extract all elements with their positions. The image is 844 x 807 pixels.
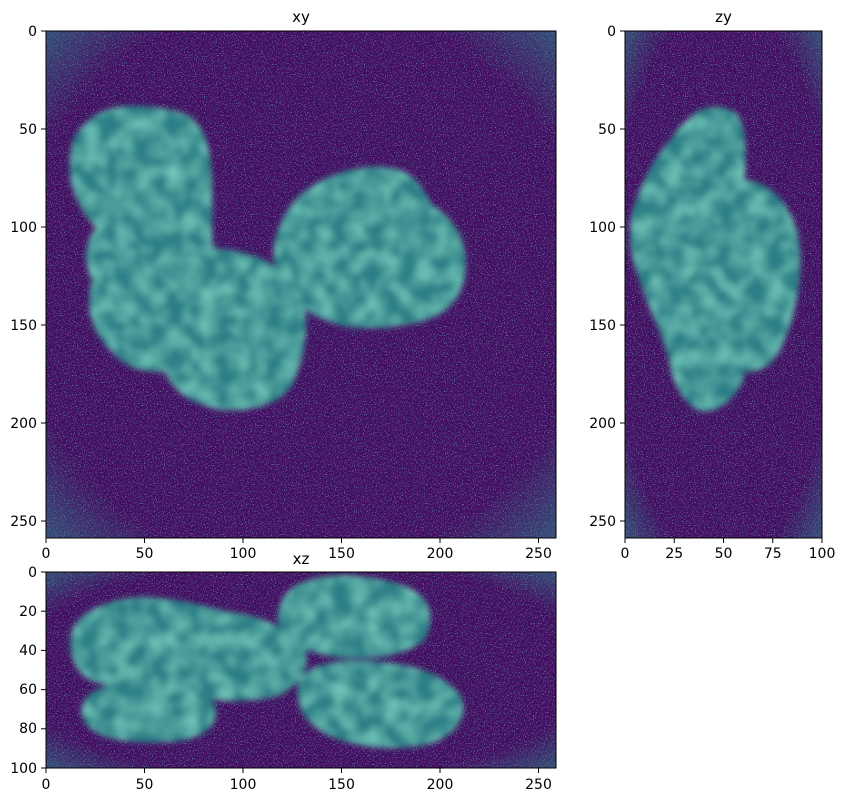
panel-xy: xy 0 50 100 150 200 250 0 50 100 150 (10, 8, 557, 562)
xy-title: xy (292, 8, 310, 26)
xz-y-tick-label: 40 (19, 643, 37, 659)
xz-x-tick-label: 250 (525, 777, 552, 793)
zy-y-tick-label: 150 (589, 318, 616, 334)
xy-blobs (69, 105, 466, 411)
xz-y-tick-label: 60 (19, 682, 37, 698)
xy-x-ticks: 0 50 100 150 200 250 (42, 538, 552, 562)
panel-xz: xz 0 50 100 150 200 250 0 20 40 60 (10, 550, 557, 793)
xz-x-tick-label: 200 (427, 777, 454, 793)
xy-x-tick-label: 250 (525, 546, 552, 562)
xz-blob-right-lower (297, 660, 464, 749)
xz-blob-left-upper (70, 597, 307, 701)
zy-y-tick-label: 50 (598, 122, 616, 138)
xy-y-tick-label: 50 (19, 122, 37, 138)
panel-zy: zy 0 25 50 75 100 0 50 100 150 200 250 (589, 8, 835, 562)
xz-blob-right-upper (277, 575, 431, 659)
xy-y-tick-label: 250 (10, 514, 37, 530)
xy-image (46, 31, 556, 538)
xy-blob-left (69, 105, 307, 411)
xz-x-tick-label: 50 (136, 777, 154, 793)
xy-y-tick-label: 0 (28, 24, 37, 40)
xz-y-tick-label: 0 (28, 565, 37, 581)
xz-y-tick-label: 100 (10, 761, 37, 777)
zy-x-tick-label: 25 (665, 546, 683, 562)
zy-blob (629, 107, 801, 413)
xy-x-tick-label: 0 (42, 546, 51, 562)
xz-title: xz (293, 550, 310, 568)
xy-blob-right (273, 166, 466, 329)
xz-x-tick-label: 100 (230, 777, 257, 793)
xz-x-tick-label: 0 (42, 777, 51, 793)
zy-blobs (629, 107, 801, 413)
zy-x-ticks: 0 25 50 75 100 (621, 538, 836, 562)
xy-y-ticks: 0 50 100 150 200 250 (10, 24, 46, 530)
xy-x-tick-label: 100 (230, 546, 257, 562)
zy-title: zy (715, 8, 732, 26)
zy-y-tick-label: 0 (607, 24, 616, 40)
zy-x-tick-label: 100 (809, 546, 836, 562)
xy-frame (45, 30, 557, 539)
xz-x-tick-label: 150 (328, 777, 355, 793)
xy-y-tick-label: 150 (10, 318, 37, 334)
xy-y-tick-label: 100 (10, 220, 37, 236)
xz-y-tick-label: 80 (19, 721, 37, 737)
zy-x-tick-label: 50 (715, 546, 733, 562)
zy-x-tick-label: 0 (621, 546, 630, 562)
zy-y-ticks: 0 50 100 150 200 250 (589, 24, 625, 530)
xy-x-tick-label: 50 (136, 546, 154, 562)
xz-y-ticks: 0 20 40 60 80 100 (10, 565, 46, 777)
xz-frame (45, 571, 557, 769)
xy-x-tick-label: 150 (328, 546, 355, 562)
xz-image (46, 572, 556, 768)
xy-y-tick-label: 200 (10, 416, 37, 432)
xz-y-tick-label: 20 (19, 604, 37, 620)
zy-image (625, 31, 822, 538)
xz-x-ticks: 0 50 100 150 200 250 (42, 768, 552, 793)
xz-blob-left-lower (81, 682, 217, 743)
zy-y-tick-label: 100 (589, 220, 616, 236)
xz-blobs (70, 575, 464, 749)
zy-y-tick-label: 250 (589, 514, 616, 530)
xy-x-tick-label: 200 (427, 546, 454, 562)
zy-y-tick-label: 200 (589, 416, 616, 432)
zy-x-tick-label: 75 (764, 546, 782, 562)
